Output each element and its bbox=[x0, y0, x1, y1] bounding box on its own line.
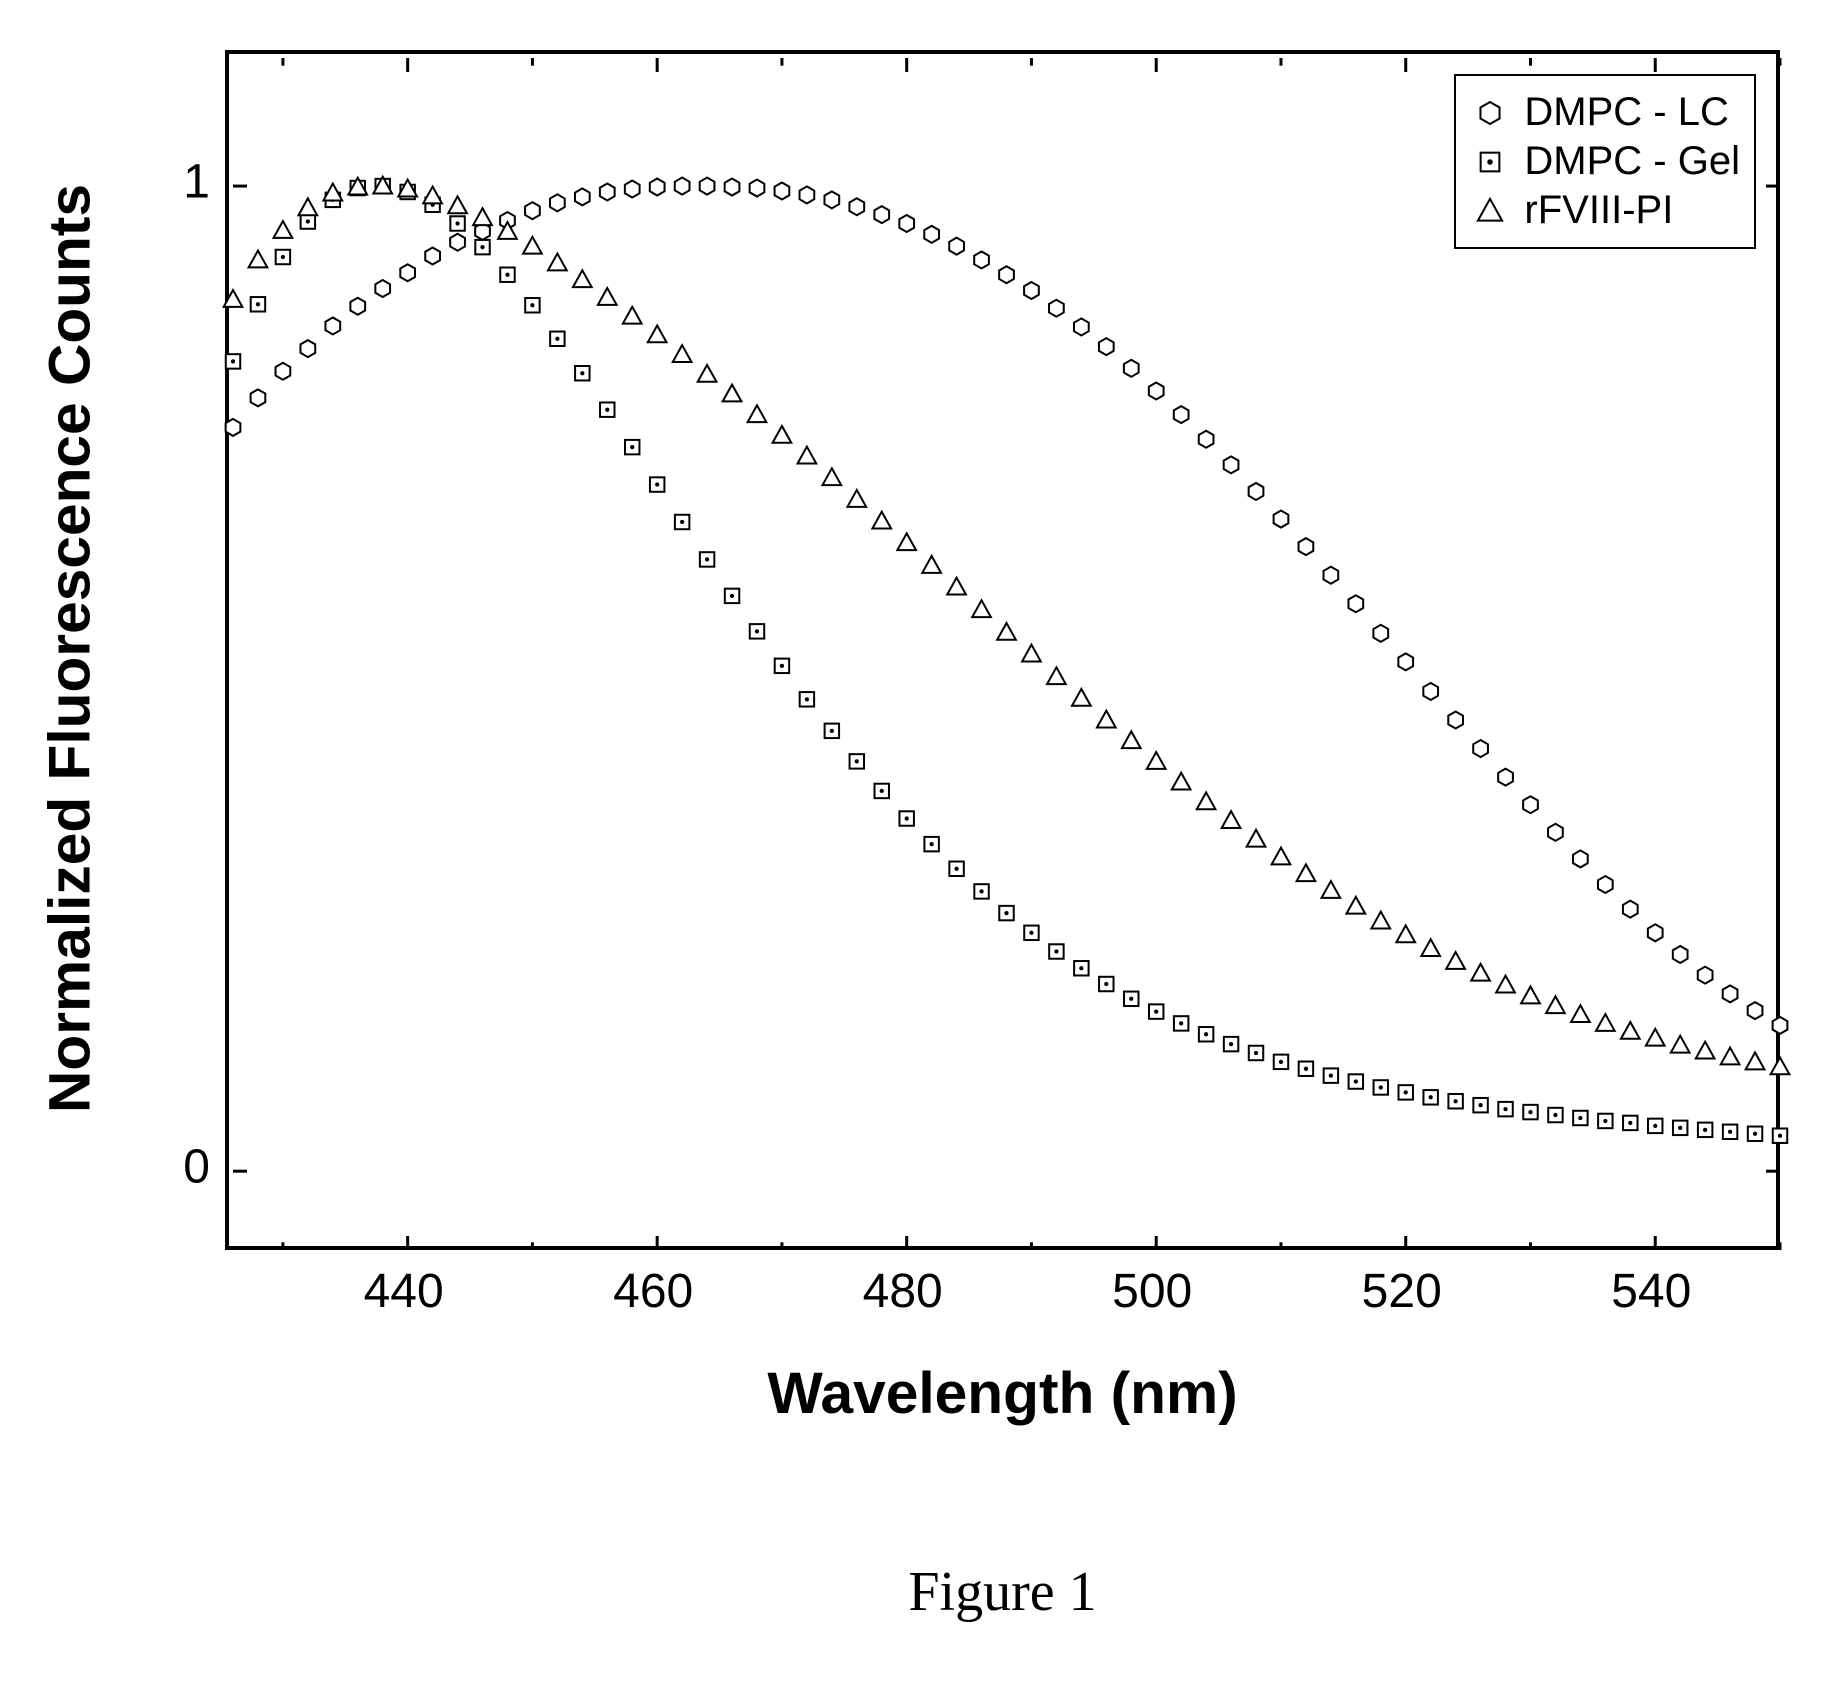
y-tick-label: 0 bbox=[150, 1140, 210, 1195]
x-tick-label: 460 bbox=[613, 1264, 693, 1319]
legend-label: DMPC - Gel bbox=[1524, 139, 1740, 184]
legend-marker-icon bbox=[1470, 93, 1510, 133]
legend-item: DMPC - LC bbox=[1470, 90, 1740, 135]
series-group bbox=[224, 177, 1790, 1143]
y-axis-label: Normalized Fluorescence Counts bbox=[37, 49, 104, 1249]
x-tick-label: 540 bbox=[1611, 1264, 1691, 1319]
legend-label: DMPC - LC bbox=[1524, 90, 1728, 135]
legend-item: DMPC - Gel bbox=[1470, 139, 1740, 184]
y-tick-label: 1 bbox=[150, 155, 210, 210]
series-rfviii_pi bbox=[224, 177, 1790, 1075]
x-tick-label: 520 bbox=[1362, 1264, 1442, 1319]
legend-marker-icon bbox=[1470, 191, 1510, 231]
series-dmpc_gel bbox=[226, 179, 1787, 1143]
plot-area: DMPC - LCDMPC - GelrFVIII-PI bbox=[225, 50, 1780, 1250]
x-tick-label: 480 bbox=[863, 1264, 943, 1319]
legend-label: rFVIII-PI bbox=[1524, 188, 1673, 233]
x-tick-label: 440 bbox=[364, 1264, 444, 1319]
x-tick-label: 500 bbox=[1112, 1264, 1192, 1319]
figure-caption: Figure 1 bbox=[803, 1560, 1203, 1624]
x-axis-label: Wavelength (nm) bbox=[603, 1360, 1403, 1427]
legend-box: DMPC - LCDMPC - GelrFVIII-PI bbox=[1454, 74, 1756, 249]
legend-item: rFVIII-PI bbox=[1470, 188, 1740, 233]
legend-marker-icon bbox=[1470, 142, 1510, 182]
figure-container: Normalized Fluorescence Counts DMPC - LC… bbox=[0, 0, 1848, 1694]
